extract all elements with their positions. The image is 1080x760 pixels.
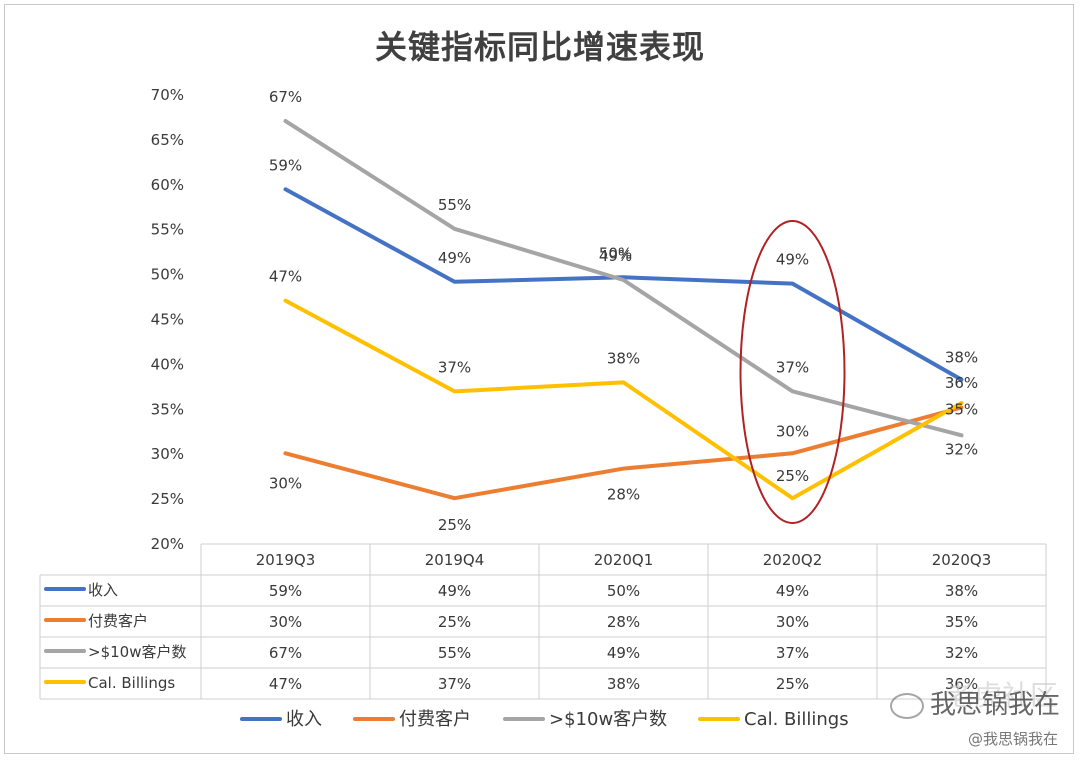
data-label: 47% (269, 268, 302, 286)
table-cell: 49% (607, 644, 640, 662)
watermark-main-text: 我思锅我在 (929, 690, 1060, 720)
table-cell: 38% (945, 582, 978, 600)
data-label: 25% (776, 467, 809, 485)
data-label: 37% (776, 358, 809, 376)
data-label: 36% (945, 374, 978, 392)
watermark-sub: @我思锅我在 (967, 730, 1058, 748)
x-category-label: 2020Q3 (932, 551, 992, 569)
x-category-label: 2019Q4 (425, 551, 485, 569)
watermark-main: 我思锅我在 (889, 684, 1060, 721)
table-cell: 28% (607, 613, 640, 631)
table-cell: 49% (438, 582, 471, 600)
table-cell: 30% (776, 613, 809, 631)
data-label: 25% (438, 516, 471, 534)
data-label: 38% (607, 349, 640, 367)
y-tick-label: 50% (151, 266, 184, 284)
data-label: 32% (945, 440, 978, 458)
data-label: 30% (269, 474, 302, 492)
y-tick-label: 40% (151, 355, 184, 373)
x-category-label: 2020Q1 (594, 551, 654, 569)
legend-label: 收入 (286, 709, 322, 730)
series-line-2 (283, 119, 964, 438)
watermark-ghost-text: 老虎社区 (945, 679, 1058, 712)
data-label: 50% (599, 244, 632, 262)
table-cell: 55% (438, 644, 471, 662)
y-tick-label: 65% (151, 131, 184, 149)
table-cell: 32% (945, 644, 978, 662)
data-label: 38% (945, 349, 978, 367)
table-cell: 59% (269, 582, 302, 600)
data-label: 37% (438, 358, 471, 376)
table-series-name: >$10w客户数 (88, 643, 186, 661)
table-cell: 47% (269, 675, 302, 693)
data-label: 49% (599, 247, 632, 265)
y-tick-label: 35% (151, 400, 184, 418)
table-series-name: 收入 (88, 581, 118, 599)
table-cell: 25% (438, 613, 471, 631)
table-cell: 38% (607, 675, 640, 693)
legend-label: 付费客户 (399, 709, 471, 730)
data-label: 49% (438, 249, 471, 267)
y-tick-label: 30% (151, 445, 184, 463)
x-category-label: 2019Q3 (256, 551, 316, 569)
table-cell: 30% (269, 613, 302, 631)
table-cell: 50% (607, 582, 640, 600)
table-cell: 37% (438, 675, 471, 693)
y-tick-label: 25% (151, 490, 184, 508)
table-series-name: Cal. Billings (88, 674, 175, 692)
wechat-icon (889, 692, 924, 719)
data-label: 30% (776, 422, 809, 440)
y-tick-label: 60% (151, 176, 184, 194)
legend-label: >$10w客户数 (549, 709, 667, 730)
table-cell: 67% (269, 644, 302, 662)
data-label: 35% (945, 401, 978, 419)
table-cell: 25% (776, 675, 809, 693)
table-series-name: 付费客户 (88, 612, 148, 630)
chart-frame (4, 4, 1074, 754)
data-label: 59% (269, 156, 302, 174)
y-tick-label: 70% (151, 86, 184, 104)
legend-label: Cal. Billings (744, 709, 849, 730)
table-cell: 35% (945, 613, 978, 631)
highlight-ellipse (739, 220, 846, 524)
data-label: 67% (269, 88, 302, 106)
table-cell: 37% (776, 644, 809, 662)
chart-title: 关键指标同比增速表现 (374, 28, 705, 66)
y-tick-label: 20% (151, 535, 184, 553)
data-label: 55% (438, 196, 471, 214)
table-cell: 49% (776, 582, 809, 600)
table-cell: 36% (945, 675, 978, 693)
y-tick-label: 55% (151, 221, 184, 239)
y-tick-label: 45% (151, 311, 184, 329)
x-category-label: 2020Q2 (763, 551, 823, 569)
data-label: 28% (607, 486, 640, 504)
data-label: 49% (776, 251, 809, 269)
